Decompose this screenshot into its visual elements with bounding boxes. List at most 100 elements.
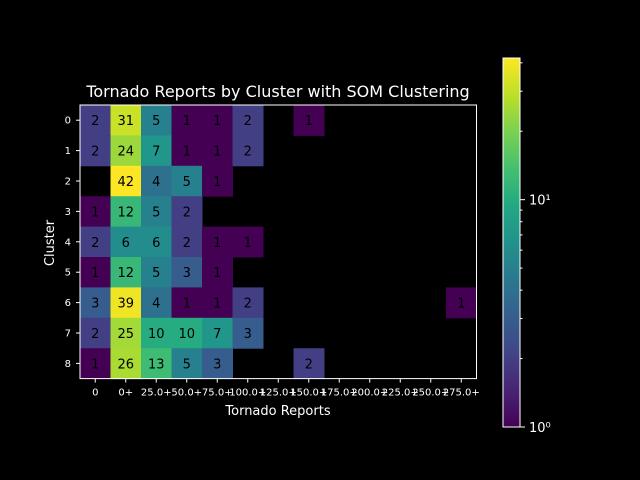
x-tick-label: 125.0+ (260, 388, 297, 399)
cell-value-label: 31 (117, 114, 134, 129)
cell-value-label: 3 (91, 297, 99, 312)
cell-value-label: 6 (152, 236, 160, 251)
cell-value-label: 1 (91, 357, 99, 372)
cell-value-label: 10 (178, 327, 195, 342)
heatmap-cell (202, 105, 233, 136)
y-tick-label: 1 (65, 146, 71, 157)
heatmap-cells (80, 105, 477, 380)
cell-value-label: 2 (244, 297, 252, 312)
cell-value-label: 2 (183, 205, 191, 220)
heatmap-cell (293, 348, 325, 380)
heatmap-cell (202, 257, 233, 288)
heatmap-cell (232, 135, 264, 167)
heatmap-cell (141, 287, 172, 319)
cell-value-label: 1 (244, 236, 252, 251)
cell-value-label: 5 (183, 357, 191, 372)
heatmap-cell (110, 135, 142, 167)
cell-value-label: 7 (213, 327, 221, 342)
heatmap-cell (202, 317, 233, 349)
cell-value-label: 13 (148, 357, 165, 372)
cell-value-label: 1 (183, 145, 191, 160)
heatmap-cell (141, 317, 172, 349)
cell-value-label: 1 (213, 145, 221, 160)
heatmap-cell (110, 317, 142, 349)
heatmap-cell (141, 257, 172, 288)
heatmap-cell (141, 348, 172, 380)
colorbar-tick-label: 10⁰ (529, 421, 551, 436)
cell-value-label: 25 (117, 327, 134, 342)
heatmap-cell (110, 196, 142, 228)
heatmap-cell (202, 226, 233, 258)
heatmap-cell (141, 196, 172, 228)
heatmap-cell (110, 105, 142, 136)
heatmap-cell (141, 226, 172, 258)
heatmap-cell (141, 165, 172, 197)
x-axis-ticks: 0 0+ 25.0+ 50.0+ 75.0+100.0+125.0+150.0+175.… (92, 378, 480, 399)
heatmap-cell (171, 287, 203, 319)
cell-value-label: 2 (305, 357, 313, 372)
cell-value-label: 1 (213, 114, 221, 129)
y-tick-label: 5 (65, 268, 71, 279)
heatmap-cell (202, 135, 233, 167)
x-axis-label: Tornado Reports (224, 404, 330, 419)
heatmap-cell (141, 105, 172, 136)
cell-value-label: 6 (122, 236, 130, 251)
cell-value-label: 1 (213, 175, 221, 190)
heatmap-cell (110, 226, 142, 258)
x-tick-label: 275.0+ (443, 388, 480, 399)
chart-title: Tornado Reports by Cluster with SOM Clus… (85, 82, 469, 101)
cell-value-label: 2 (244, 145, 252, 160)
y-tick-label: 7 (65, 329, 71, 340)
y-tick-label: 0 (65, 116, 71, 127)
heatmap-cell (80, 226, 111, 258)
x-tick-label: 0+ (118, 388, 133, 399)
heatmap-cell (171, 105, 203, 136)
heatmap-cell (141, 135, 172, 167)
cell-value-label: 39 (117, 297, 134, 312)
heatmap-cell (446, 287, 477, 319)
x-tick-label: 200.0+ (351, 388, 388, 399)
heatmap-cell (80, 196, 111, 228)
cell-value-label: 5 (152, 205, 160, 220)
x-tick-label: 150.0+ (290, 388, 327, 399)
x-tick-label: 50.0+ (171, 388, 202, 399)
cell-value-label: 1 (213, 236, 221, 251)
heatmap-cell (80, 317, 111, 349)
heatmap-cell (171, 257, 203, 288)
heatmap-cell (232, 226, 264, 258)
cell-value-label: 2 (183, 236, 191, 251)
cell-value-label: 1 (305, 114, 313, 129)
cell-value-label: 1 (91, 205, 99, 220)
heatmap-cell (171, 135, 203, 167)
cell-value-label: 3 (183, 266, 191, 281)
colorbar-tick-label: 10¹ (529, 194, 551, 209)
cell-value-label: 2 (244, 114, 252, 129)
heatmap-cell (80, 135, 111, 167)
x-tick-label: 175.0+ (321, 388, 358, 399)
heatmap-cell (202, 287, 233, 319)
cell-value-label: 7 (152, 145, 160, 160)
x-tick-label: 225.0+ (382, 388, 419, 399)
heatmap-cell (110, 348, 142, 380)
cell-value-label: 10 (148, 327, 165, 342)
y-tick-label: 2 (65, 177, 71, 188)
cell-value-label: 42 (117, 175, 134, 190)
cell-value-label: 2 (91, 145, 99, 160)
cell-value-label: 1 (183, 297, 191, 312)
heatmap-cell (171, 348, 203, 380)
heatmap-cell (232, 105, 264, 136)
x-tick-label: 75.0+ (202, 388, 233, 399)
cell-value-label: 2 (91, 236, 99, 251)
heatmap-cell (202, 165, 233, 197)
heatmap-cell (171, 196, 203, 228)
heatmap-cell (293, 105, 325, 136)
cell-value-label: 12 (117, 205, 134, 220)
colorbar-ticks: 10⁰ 10¹ (520, 62, 551, 436)
cell-value-label: 24 (117, 145, 134, 160)
heatmap-cell (171, 165, 203, 197)
cell-value-label: 5 (152, 266, 160, 281)
heatmap-cell (171, 317, 203, 349)
heatmap-cell (232, 287, 264, 319)
cell-value-label: 1 (183, 114, 191, 129)
